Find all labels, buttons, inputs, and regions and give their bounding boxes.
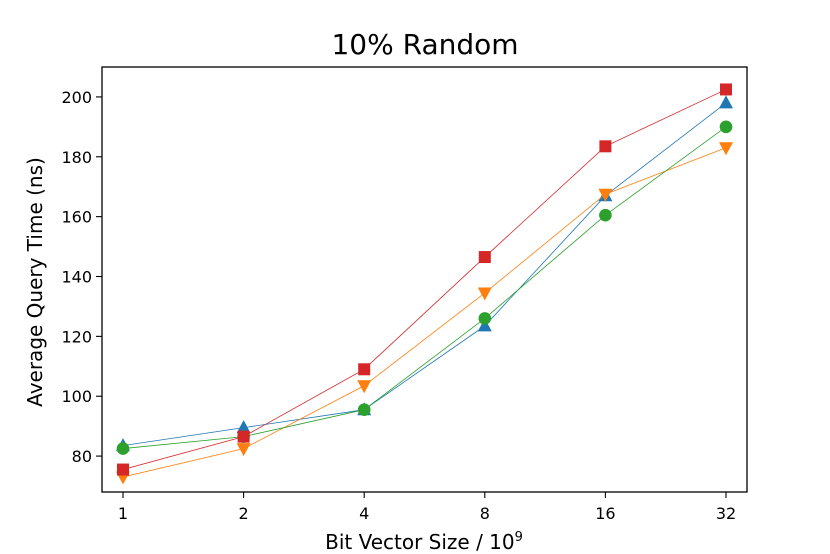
y-axis-label: Average Query Time (ns) <box>23 157 47 407</box>
series-triangle-down <box>116 142 733 485</box>
data-point-square <box>478 251 491 264</box>
data-point-triangle-down <box>598 188 613 202</box>
x-tick-label: 4 <box>359 504 369 523</box>
data-point-triangle-down <box>719 142 733 156</box>
y-axis: 80 100 120 140 160 180 200 <box>61 88 102 466</box>
data-point-circle <box>599 208 612 222</box>
y-tick-label: 80 <box>72 447 92 466</box>
series-triangle-up <box>116 95 733 452</box>
x-tick-label: 16 <box>595 504 615 523</box>
x-tick-label: 2 <box>239 504 249 523</box>
data-point-triangle-down <box>236 443 251 457</box>
x-tick-label: 1 <box>118 504 128 523</box>
data-point-circle <box>719 120 733 134</box>
plot-frame <box>101 66 748 493</box>
series-line <box>122 89 727 470</box>
data-point-square <box>117 463 129 476</box>
data-point-square <box>358 363 371 376</box>
x-axis-label-exponent: 9 <box>515 530 523 545</box>
data-point-square <box>599 140 612 153</box>
x-tick-label: 32 <box>716 504 736 523</box>
data-point-triangle-up <box>236 420 251 434</box>
series-line <box>122 147 727 478</box>
data-point-square <box>720 83 732 96</box>
data-point-square <box>237 430 250 443</box>
data-point-circle <box>478 312 492 325</box>
series-layer <box>116 83 733 485</box>
x-axis: 1 2 4 8 16 32 <box>118 492 736 523</box>
x-tick-label: 8 <box>480 504 490 523</box>
chart-title: 10% Random <box>331 28 518 61</box>
series-line <box>122 102 727 447</box>
y-tick-label: 140 <box>61 268 92 287</box>
y-tick-label: 180 <box>61 148 92 167</box>
x-axis-label: Bit Vector Size / 109 <box>325 530 523 554</box>
data-point-circle <box>357 403 371 416</box>
data-point-circle <box>116 442 130 455</box>
series-line <box>122 126 727 450</box>
x-axis-label-text: Bit Vector Size / 10 <box>325 530 515 554</box>
y-tick-label: 160 <box>61 208 92 227</box>
data-point-triangle-up <box>477 318 492 332</box>
y-tick-label: 120 <box>61 327 92 346</box>
data-point-triangle-down <box>477 287 492 301</box>
data-point-triangle-down <box>357 380 372 394</box>
y-tick-label: 200 <box>61 88 92 107</box>
series-circle <box>116 120 733 455</box>
data-point-triangle-up <box>719 95 733 109</box>
y-tick-label: 100 <box>61 387 92 406</box>
series-square <box>117 83 732 476</box>
